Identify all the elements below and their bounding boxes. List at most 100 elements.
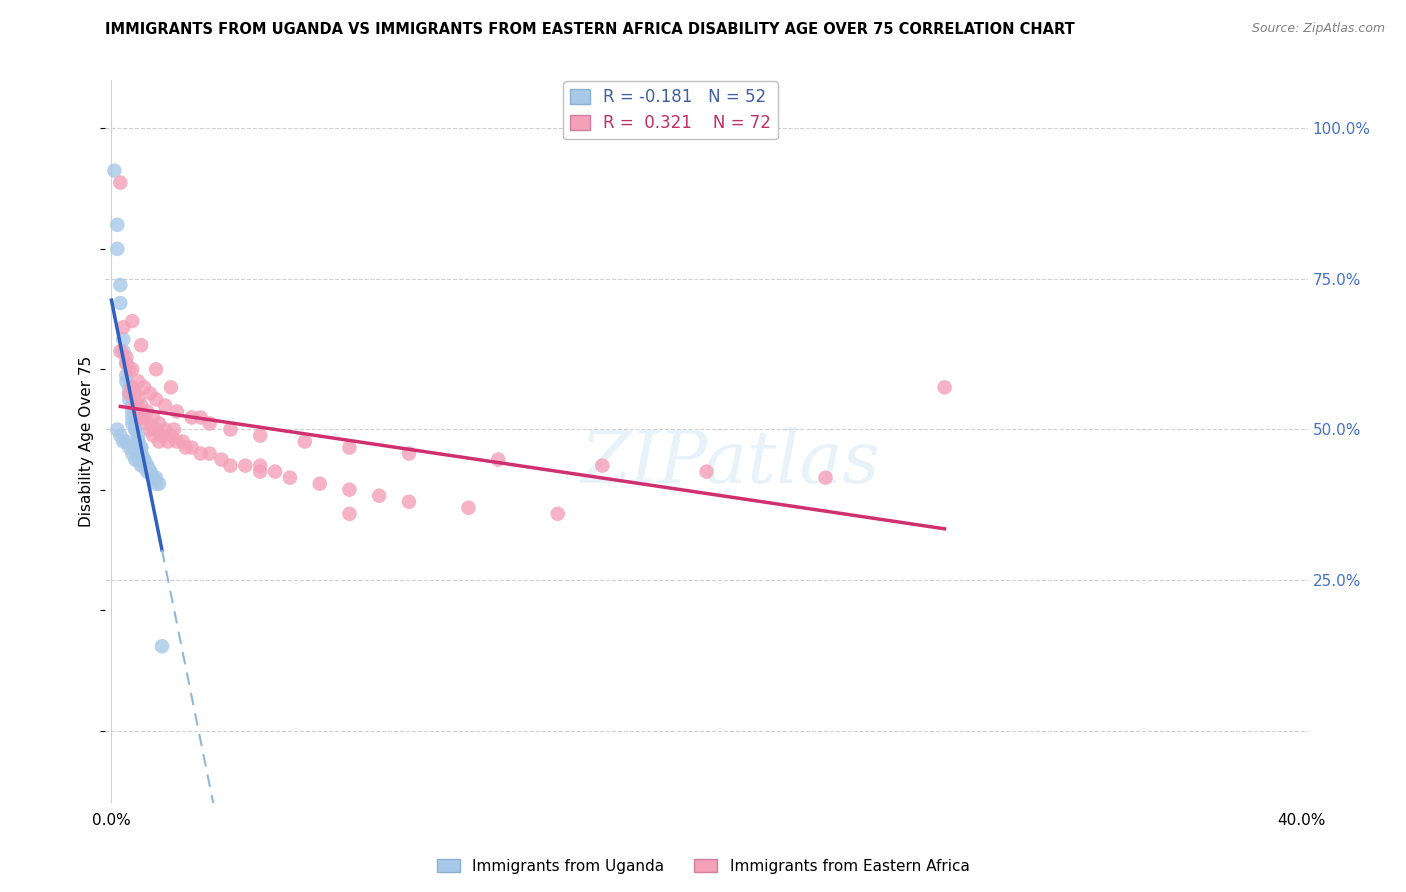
Point <box>145 423 167 437</box>
Point <box>129 399 152 413</box>
Point <box>233 458 256 473</box>
Point <box>136 417 159 431</box>
Text: Source: ZipAtlas.com: Source: ZipAtlas.com <box>1251 22 1385 36</box>
Point <box>142 471 165 485</box>
Point <box>198 417 221 431</box>
Point <box>124 399 146 413</box>
Point <box>110 176 132 190</box>
Point <box>172 434 194 449</box>
Legend: R = -0.181   N = 52, R =  0.321    N = 72: R = -0.181 N = 52, R = 0.321 N = 72 <box>564 81 778 139</box>
Point <box>148 434 170 449</box>
Point <box>190 447 212 461</box>
Point <box>339 483 361 497</box>
Point <box>145 471 167 485</box>
Point <box>115 434 138 449</box>
Point <box>211 452 233 467</box>
Point <box>127 434 149 449</box>
Point <box>219 458 242 473</box>
Point <box>118 386 141 401</box>
Point <box>129 338 152 352</box>
Point <box>145 476 167 491</box>
Point <box>118 441 141 455</box>
Point <box>142 428 165 442</box>
Point <box>121 404 143 418</box>
Text: IMMIGRANTS FROM UGANDA VS IMMIGRANTS FROM EASTERN AFRICA DISABILITY AGE OVER 75 : IMMIGRANTS FROM UGANDA VS IMMIGRANTS FRO… <box>105 22 1076 37</box>
Point <box>110 296 132 310</box>
Point <box>198 447 221 461</box>
Point <box>174 441 197 455</box>
Point <box>166 404 188 418</box>
Point <box>118 380 141 394</box>
Point <box>249 465 271 479</box>
Point <box>249 458 271 473</box>
Point <box>112 434 135 449</box>
Point <box>129 458 152 473</box>
Point <box>368 489 391 503</box>
Point <box>148 476 170 491</box>
Point <box>127 428 149 442</box>
Point <box>127 375 149 389</box>
Point <box>139 423 162 437</box>
Y-axis label: Disability Age Over 75: Disability Age Over 75 <box>79 356 94 527</box>
Point <box>153 423 176 437</box>
Point <box>398 495 420 509</box>
Point <box>160 380 183 394</box>
Point <box>105 218 128 232</box>
Point <box>134 458 156 473</box>
Point <box>103 163 125 178</box>
Point <box>124 423 146 437</box>
Point <box>160 428 183 442</box>
Point <box>486 452 509 467</box>
Point <box>110 428 132 442</box>
Point <box>115 375 138 389</box>
Legend: Immigrants from Uganda, Immigrants from Eastern Africa: Immigrants from Uganda, Immigrants from … <box>430 853 976 880</box>
Point <box>398 447 420 461</box>
Point <box>105 423 128 437</box>
Point <box>339 441 361 455</box>
Point <box>134 380 156 394</box>
Point <box>264 465 287 479</box>
Point <box>591 458 613 473</box>
Point <box>148 417 170 431</box>
Point <box>145 392 167 407</box>
Point <box>136 404 159 418</box>
Point <box>547 507 569 521</box>
Point <box>115 368 138 383</box>
Point <box>156 434 179 449</box>
Point <box>115 356 138 370</box>
Point <box>180 441 202 455</box>
Point <box>150 428 173 442</box>
Point <box>129 410 152 425</box>
Point <box>136 458 159 473</box>
Point <box>110 344 132 359</box>
Text: ZIPatlas: ZIPatlas <box>581 428 880 499</box>
Point <box>142 471 165 485</box>
Point <box>129 447 152 461</box>
Point <box>139 465 162 479</box>
Point <box>118 386 141 401</box>
Point <box>121 314 143 328</box>
Point <box>166 434 188 449</box>
Point <box>134 452 156 467</box>
Point <box>124 452 146 467</box>
Point <box>121 399 143 413</box>
Point <box>139 386 162 401</box>
Point <box>134 452 156 467</box>
Point <box>129 447 152 461</box>
Point <box>134 410 156 425</box>
Point <box>110 278 132 293</box>
Point <box>278 471 301 485</box>
Point <box>121 447 143 461</box>
Point <box>934 380 956 394</box>
Point <box>180 410 202 425</box>
Point <box>249 428 271 442</box>
Point <box>219 423 242 437</box>
Point <box>129 441 152 455</box>
Point <box>121 417 143 431</box>
Point <box>112 320 135 334</box>
Point <box>129 441 152 455</box>
Point <box>118 392 141 407</box>
Point <box>127 392 149 407</box>
Point <box>136 465 159 479</box>
Point <box>112 344 135 359</box>
